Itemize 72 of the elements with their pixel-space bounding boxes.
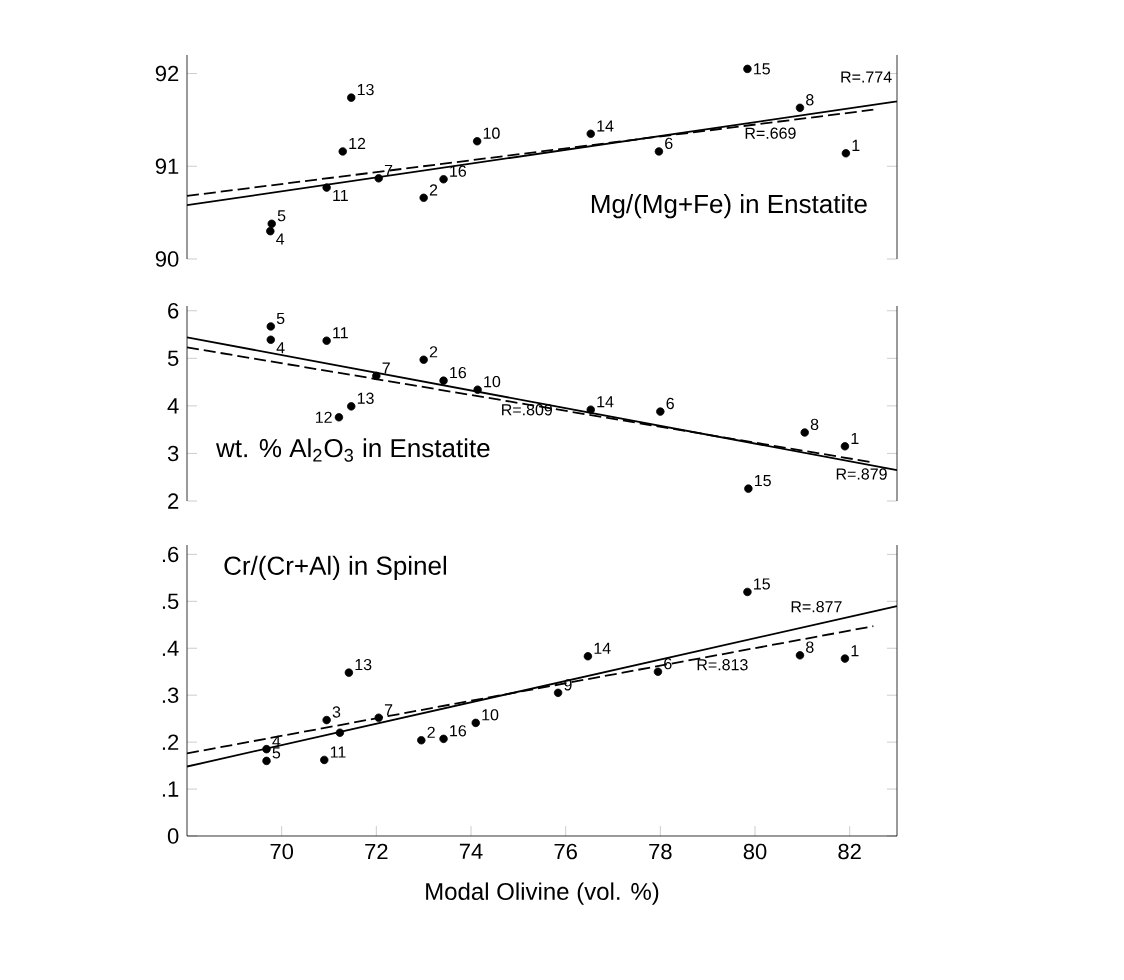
x-tick-label: 74 [459,843,483,859]
series-label: R=.879 [836,468,887,480]
annotation: 10 [484,375,501,388]
annotation: 1 [852,139,860,151]
annotation: 2 [427,726,435,738]
annotation: 13 [357,392,374,404]
y-tick-label: 90 [155,251,179,267]
annotation: 12 [315,411,332,423]
annotation: 7 [384,164,393,176]
y-tick-label: 2 [168,493,179,509]
annotation: 10 [482,709,499,721]
annotation: 4 [276,233,285,245]
annotation: 11 [333,189,348,201]
annotation: 7 [384,704,393,716]
y-tick-label: 91 [155,158,179,175]
annotation: 8 [806,641,814,653]
y-tick-label: .2 [162,734,179,750]
series-label: R=.813 [697,659,748,671]
x-tick-label: 72 [365,843,388,860]
annotation: 2 [429,184,438,196]
annotation: 1 [851,645,859,657]
y-tick-label: 3 [167,445,179,462]
series-label: R=.809 [502,404,553,416]
annotation: 8 [810,418,819,431]
annotation: 2 [429,346,438,358]
y-tick-label: 0 [167,828,179,844]
annotation: 10 [483,127,500,139]
annotation: 8 [806,94,814,106]
y-tick-label: 92 [155,65,179,82]
annotation: 12 [349,137,366,150]
annotation: 5 [272,747,281,759]
y-tick-label: .6 [162,546,179,563]
x-axis-title: Modal Olivine (vol. %) [426,882,659,905]
annotation: 16 [450,165,467,177]
annotation: 13 [357,83,374,96]
annotation: 7 [382,362,390,374]
y-tick-label: .1 [162,781,179,797]
annotation: 15 [754,578,770,590]
annotation: 16 [450,366,467,379]
annotation: 11 [333,327,348,339]
x-tick-label: 70 [270,843,294,860]
x-tick-label: 80 [743,843,767,860]
y-tick-label: .4 [162,640,179,656]
text: wt. % Al$_{2}$O$_{3}$ in Enstatite [216,438,490,462]
x-tick-label: 78 [649,843,672,860]
y-tick-label: .3 [162,687,179,703]
annotation: 11 [330,746,346,758]
y-tick-label: 6 [168,302,179,319]
text: Mg/(Mg+Fe) in Enstatite [591,194,867,219]
x-tick-label: 82 [838,843,861,860]
annotation: 4 [276,342,285,354]
annotation: 13 [355,658,372,671]
x-tick-label: 76 [554,843,577,860]
annotation: 3 [332,706,341,718]
series-label: R=.877 [791,601,842,613]
y-tick-label: 5 [167,350,179,366]
annotation: 1 [851,432,859,444]
annotation: 14 [597,120,614,132]
series-label: R=.669 [745,127,796,139]
annotation: 5 [276,312,285,325]
annotation: 15 [754,63,770,75]
annotation: 14 [597,396,614,408]
y-tick-label: 4 [167,398,179,414]
annotation: 16 [450,725,467,737]
annotation: 6 [666,397,674,410]
chart-title: Cr/(Cr+Al) in Spinel [224,555,447,581]
annotation: 14 [594,642,611,654]
y-tick-label: .5 [162,593,179,610]
annotation: 15 [755,475,771,487]
annotation: 6 [665,137,673,150]
annotation: 5 [277,210,286,222]
series-label: R=.774 [841,71,892,83]
